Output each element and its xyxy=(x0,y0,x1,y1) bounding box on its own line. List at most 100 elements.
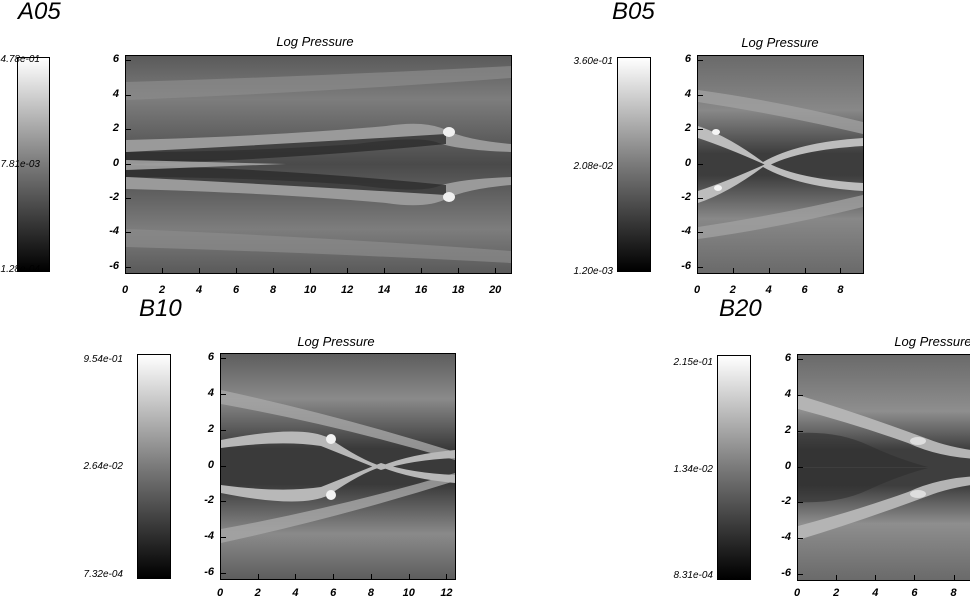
y-tick-mark xyxy=(697,94,703,96)
x-tick-label: 6 xyxy=(232,284,240,296)
x-tick-mark xyxy=(125,268,126,273)
y-tick-mark xyxy=(125,197,131,199)
y-tick-label: 6 xyxy=(684,53,691,66)
x-tick-label: 6 xyxy=(911,587,918,599)
x-tick-label: 0 xyxy=(793,587,801,599)
x-tick-label: 10 xyxy=(303,284,317,296)
y-tick-label: -2 xyxy=(681,190,691,203)
x-tick-mark xyxy=(446,574,448,579)
x-tick-label: 0 xyxy=(121,284,129,296)
y-tick-mark xyxy=(220,501,226,503)
y-tick-mark xyxy=(797,359,803,361)
colorbar-mid-label: 2.08e-02 xyxy=(573,161,613,172)
x-tick-label: 4 xyxy=(292,587,299,599)
y-tick-label: -2 xyxy=(781,495,791,508)
x-tick-mark xyxy=(953,575,955,580)
x-tick-mark xyxy=(875,575,877,580)
x-tick-label: 4 xyxy=(195,284,203,296)
x-tick-mark xyxy=(840,268,842,273)
y-tick-mark xyxy=(125,60,131,62)
y-tick-label: 2 xyxy=(784,423,791,436)
x-tick-mark xyxy=(199,268,201,273)
y-tick-mark xyxy=(697,163,703,165)
x-tick-mark xyxy=(370,574,372,579)
heatmap-plot xyxy=(797,354,970,581)
colorbar xyxy=(137,354,171,579)
x-tick-mark xyxy=(421,268,423,273)
y-tick-mark xyxy=(797,502,803,504)
y-tick-label: -6 xyxy=(109,259,119,272)
panel-label: B20 xyxy=(719,295,762,322)
x-tick-label: 2 xyxy=(158,284,166,296)
y-tick-mark xyxy=(220,394,226,396)
x-tick-mark xyxy=(458,268,460,273)
x-tick-mark xyxy=(273,268,275,273)
y-tick-mark xyxy=(220,572,226,574)
y-tick-label: 2 xyxy=(684,122,691,135)
y-tick-mark xyxy=(797,395,803,397)
x-tick-label: 8 xyxy=(367,587,375,599)
panel-label: B05 xyxy=(612,0,655,25)
colorbar-max-label: 9.54e-01 xyxy=(83,354,123,365)
x-tick-mark xyxy=(310,268,312,273)
x-tick-mark xyxy=(797,575,798,580)
heatmap-plot xyxy=(125,55,512,274)
heatmap-plot xyxy=(220,353,456,580)
y-tick-mark xyxy=(797,537,803,539)
y-tick-label: 4 xyxy=(784,388,791,401)
x-tick-mark xyxy=(347,268,349,273)
y-tick-label: -4 xyxy=(681,225,691,238)
y-tick-mark xyxy=(125,94,131,96)
colorbar xyxy=(717,355,751,580)
x-tick-mark xyxy=(236,268,238,273)
y-tick-label: 6 xyxy=(112,53,119,66)
y-tick-label: -6 xyxy=(781,566,791,579)
x-tick-mark xyxy=(333,574,335,579)
x-tick-label: 0 xyxy=(693,284,701,296)
x-tick-mark xyxy=(914,575,916,580)
x-tick-mark xyxy=(408,574,410,579)
colorbar-min-label: 7.32e-04 xyxy=(83,569,123,580)
y-tick-mark xyxy=(797,573,803,575)
y-tick-mark xyxy=(697,266,703,268)
x-tick-mark xyxy=(697,268,698,273)
heatmap-plot xyxy=(697,55,864,274)
y-tick-mark xyxy=(125,266,131,268)
y-tick-label: 0 xyxy=(112,156,119,169)
y-tick-mark xyxy=(220,536,226,538)
y-tick-mark xyxy=(697,60,703,62)
colorbar xyxy=(617,57,651,272)
y-tick-mark xyxy=(697,129,703,131)
x-tick-label: 14 xyxy=(378,284,391,296)
y-tick-mark xyxy=(220,465,226,467)
colorbar-max-label: 2.15e-01 xyxy=(673,357,713,368)
panel-label: B10 xyxy=(139,295,182,322)
x-tick-label: 10 xyxy=(402,587,415,599)
x-tick-label: 8 xyxy=(950,587,957,599)
y-tick-label: -4 xyxy=(204,529,214,542)
colorbar-min-label: 1.28e-04 xyxy=(0,264,40,275)
x-tick-mark xyxy=(384,268,386,273)
y-tick-label: 6 xyxy=(207,351,214,364)
y-tick-mark xyxy=(697,232,703,234)
colorbar-max-label: 4.78e-01 xyxy=(0,54,40,65)
y-tick-mark xyxy=(125,163,131,165)
x-tick-label: 8 xyxy=(270,284,277,296)
x-tick-label: 0 xyxy=(216,587,224,599)
x-tick-label: 2 xyxy=(254,587,261,599)
plot-title: Log Pressure xyxy=(297,334,375,349)
y-tick-mark xyxy=(125,129,131,131)
x-tick-mark xyxy=(732,268,734,273)
x-tick-mark xyxy=(768,268,770,273)
y-tick-label: 4 xyxy=(207,387,214,400)
y-tick-mark xyxy=(220,429,226,431)
y-tick-label: -2 xyxy=(204,494,214,507)
y-tick-label: -4 xyxy=(781,530,791,543)
x-tick-mark xyxy=(836,575,838,580)
plot-title: Log Pressure xyxy=(894,334,970,349)
colorbar xyxy=(17,57,50,272)
y-tick-label: 4 xyxy=(684,87,691,100)
y-tick-label: 0 xyxy=(207,458,214,471)
y-tick-label: 0 xyxy=(784,459,791,472)
colorbar-min-label: 8.31e-04 xyxy=(673,570,713,581)
